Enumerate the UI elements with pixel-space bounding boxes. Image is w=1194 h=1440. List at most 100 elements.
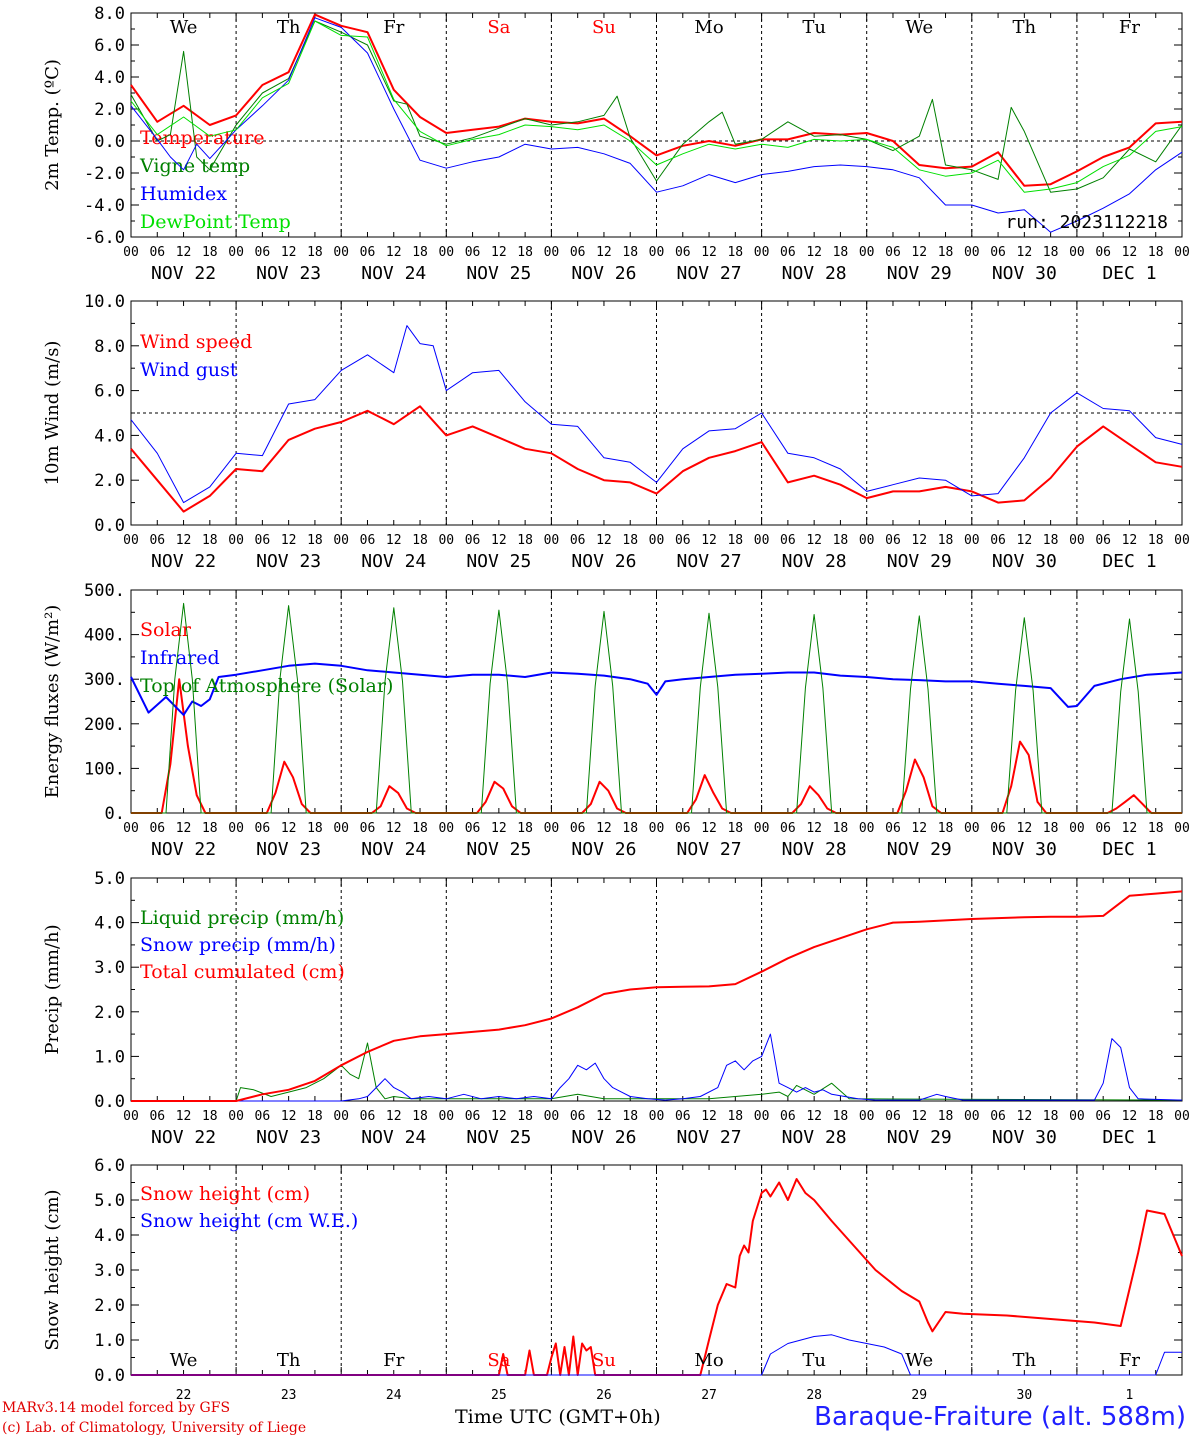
date-label: NOV 28 [782,839,847,860]
date-label: NOV 27 [677,263,742,284]
y-tick-label: 500. [84,581,125,601]
date-label: NOV 30 [992,839,1057,860]
date-label: NOV 25 [466,839,531,860]
weekday-label: Th [277,17,301,38]
hour-tick-label: 06 [570,245,586,260]
hour-tick-label: 06 [360,245,376,260]
hour-tick-label: 18 [517,245,533,260]
y-tick-label: 100. [84,759,125,779]
date-label: NOV 24 [361,839,426,860]
panel-3: 00 06 12 18 00 06 12 18 00 06 12 18 00 06 12 18 00 06 12 18… [42,581,1190,860]
weekday-label: Fr [383,1350,404,1371]
hour-tick-label: 18 [202,821,218,836]
hour-tick-label: 00 [964,821,980,836]
date-label: DEC 1 [1102,551,1156,572]
legend-entry: Snow height (cm) [140,1183,310,1205]
hour-tick-label: 00 [228,533,244,548]
station-name: Baraque-Fraiture (alt. 588m) [814,1402,1186,1432]
y-tick-label: 8.0 [94,4,125,24]
hour-tick-label: 00 [1069,821,1085,836]
hour-tick-label: 12 [491,821,507,836]
hour-tick-label: 12 [806,821,822,836]
date-label: NOV 23 [256,551,321,572]
date-label: NOV 29 [887,839,952,860]
hour-tick-label: 12 [806,245,822,260]
hour-tick-label: 06 [149,533,165,548]
y-tick-label: 1.0 [94,1047,125,1067]
day-number-label: 30 [1017,1388,1033,1403]
plot-frame [130,589,1183,814]
hour-tick-label: 12 [701,533,717,548]
date-label: NOV 23 [256,839,321,860]
date-label: NOV 29 [887,1127,952,1148]
hour-tick-label: 12 [1017,821,1033,836]
hour-tick-label: 00 [438,533,454,548]
hour-tick-label: 00 [649,821,665,836]
legend-entry: Wind speed [140,331,252,353]
legend-entry: Infrared [140,647,220,669]
legend-entry: Total cumulated (cm) [140,961,345,983]
hour-tick-label: 00 [123,1109,139,1124]
hour-tick-label: 00 [333,245,349,260]
hour-tick-label: 00 [859,821,875,836]
hour-tick-label: 06 [255,245,271,260]
hour-tick-label: 06 [885,821,901,836]
hour-tick-label: 18 [202,533,218,548]
hour-tick-label: 12 [596,1109,612,1124]
weekday-label: Th [1013,1350,1037,1371]
y-tick-label: 6.0 [94,382,125,402]
series-line-humidex [130,17,1183,233]
day-number-label: 24 [386,1388,402,1403]
hour-tick-label: 06 [990,533,1006,548]
hour-tick-label: 06 [1095,533,1111,548]
hour-tick-label: 12 [491,245,507,260]
date-label: DEC 1 [1102,839,1156,860]
series-line-dewpoint-temp [130,20,1183,193]
date-label: DEC 1 [1102,263,1156,284]
hour-tick-label: 12 [596,533,612,548]
hour-tick-label: 12 [1017,533,1033,548]
y-tick-label: 2.0 [94,100,125,120]
y-tick-label: 0. [105,804,125,824]
date-label: NOV 28 [782,1127,847,1148]
hour-tick-label: 00 [228,821,244,836]
weekday-label: Fr [1119,1350,1140,1371]
hour-tick-label: 00 [754,821,770,836]
hour-tick-label: 18 [833,533,849,548]
date-label: NOV 24 [361,551,426,572]
hour-tick-label: 06 [1095,245,1111,260]
hour-tick-label: 00 [1174,1109,1190,1124]
weekday-label: We [170,1350,198,1371]
hour-tick-label: 18 [727,245,743,260]
day-number-label: 22 [176,1388,192,1403]
date-label: NOV 22 [151,1127,216,1148]
hour-tick-label: 12 [911,821,927,836]
hour-tick-label: 18 [517,821,533,836]
y-tick-label: 6.0 [94,1156,125,1176]
hour-tick-label: 06 [570,1109,586,1124]
hour-tick-label: 12 [281,245,297,260]
hour-tick-label: 06 [465,245,481,260]
hour-tick-label: 00 [649,533,665,548]
hour-tick-label: 06 [149,821,165,836]
weekday-label: Fr [383,17,404,38]
run-label: run: 2023112218 [1005,212,1168,233]
hour-tick-label: 12 [176,245,192,260]
hour-tick-label: 06 [675,533,691,548]
date-label: NOV 26 [571,263,636,284]
hour-tick-label: 00 [859,533,875,548]
y-tick-label: 3.0 [94,1261,125,1281]
hour-tick-label: 00 [438,821,454,836]
date-label: NOV 26 [571,551,636,572]
hour-tick-label: 12 [491,1109,507,1124]
hour-tick-label: 06 [675,1109,691,1124]
date-label: NOV 22 [151,263,216,284]
hour-tick-label: 00 [859,245,875,260]
y-tick-label: 2.0 [94,1296,125,1316]
weekday-label: Th [1013,17,1037,38]
hour-tick-label: 18 [622,821,638,836]
date-label: NOV 29 [887,263,952,284]
weekday-label: Fr [1119,17,1140,38]
series-line-top-of-atmosphere-solar- [131,602,1182,814]
hour-tick-label: 00 [1069,245,1085,260]
